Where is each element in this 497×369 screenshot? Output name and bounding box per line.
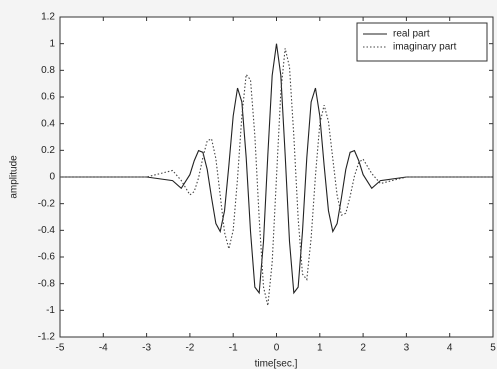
y-tick-label: -0.6 xyxy=(38,252,56,263)
y-tick-label: -0.8 xyxy=(38,278,56,289)
y-tick-label: -0.2 xyxy=(38,198,56,209)
x-tick-label: -2 xyxy=(185,343,194,354)
x-tick-label: 1 xyxy=(317,343,323,354)
series-line xyxy=(60,48,493,306)
x-axis-label: time[sec.] xyxy=(255,359,298,369)
y-axis-label: amplitude xyxy=(9,155,20,199)
x-tick-label: 2 xyxy=(360,343,366,354)
y-tick-label: 0.6 xyxy=(41,92,55,103)
x-tick-label: -3 xyxy=(142,343,151,354)
legend-label: imaginary part xyxy=(393,42,457,53)
x-tick-label: 3 xyxy=(404,343,410,354)
series-line xyxy=(60,43,493,295)
y-tick-label: -1.2 xyxy=(38,332,56,343)
x-tick-label: 0 xyxy=(274,343,280,354)
legend-label: real part xyxy=(393,29,430,40)
legend-box xyxy=(356,22,488,62)
y-tick-label: 0.8 xyxy=(41,65,55,76)
y-tick-label: 0 xyxy=(49,172,55,183)
x-tick-label: -1 xyxy=(229,343,238,354)
x-tick-label: 4 xyxy=(447,343,453,354)
y-tick-label: 0.4 xyxy=(41,118,55,129)
y-tick-label: 0.2 xyxy=(41,145,55,156)
y-tick-label: 1.2 xyxy=(41,12,55,23)
x-tick-label: 5 xyxy=(490,343,496,354)
y-tick-label: -0.4 xyxy=(38,225,56,236)
x-tick-label: -4 xyxy=(99,343,108,354)
y-tick-label: 1 xyxy=(49,38,55,49)
x-tick-label: -5 xyxy=(56,343,65,354)
y-tick-label: -1 xyxy=(46,305,55,316)
